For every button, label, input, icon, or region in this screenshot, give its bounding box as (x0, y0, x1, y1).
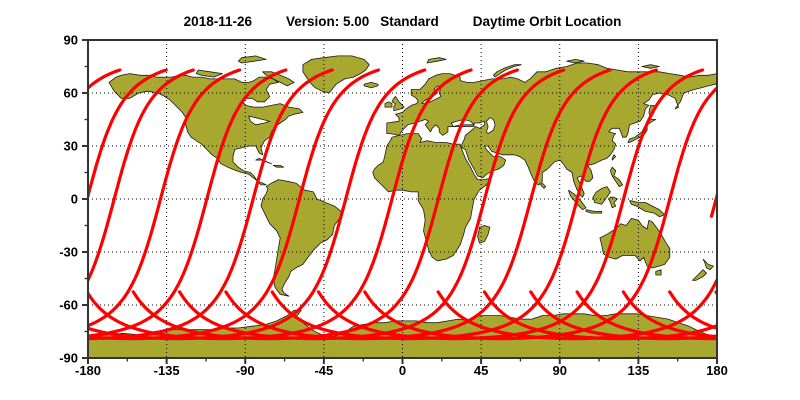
title-daytime-orbit-location: Daytime Orbit Location (472, 14, 622, 29)
land-polygon (608, 196, 618, 209)
land-polygon (255, 157, 272, 165)
axis-labels: -180 -135 -90 -45 0 45 90 135 180 90 60 30 0 -30 -60 -9… (59, 33, 728, 379)
orbit-track (88, 68, 288, 338)
title-version: Version: 5.00 (285, 14, 370, 29)
chart-title: 2018-11-26 Version: 5.00 Standard Daytim… (88, 14, 717, 29)
title-standard: Standard (380, 14, 439, 29)
orbit-track (88, 68, 242, 328)
y-tick-label: 30 (64, 139, 78, 154)
y-tick-label: 0 (71, 192, 78, 207)
land-polygon (610, 166, 623, 188)
land-polygon (492, 64, 522, 78)
x-tick-label: 0 (399, 363, 406, 378)
land-polygon (477, 225, 491, 244)
orbit-track (178, 68, 566, 341)
land-polygon (592, 186, 611, 205)
y-tick-label: -90 (59, 351, 78, 366)
orbit-track (316, 68, 705, 341)
x-tick-label: 135 (628, 363, 650, 378)
orbit-track (224, 68, 612, 341)
land-polygon (88, 309, 717, 358)
land-polygon (237, 55, 267, 64)
land-polygon (540, 182, 547, 189)
orbit-track (88, 68, 195, 284)
orbit-track (363, 85, 717, 341)
orbit-track (88, 68, 168, 202)
y-tick-label: -30 (59, 245, 78, 260)
y-tick-label: 60 (64, 86, 78, 101)
x-tick-label: 45 (474, 363, 488, 378)
orbit-track (709, 189, 717, 218)
x-tick-label: -90 (236, 363, 255, 378)
orbit-track (436, 276, 717, 341)
land-polygon (692, 269, 707, 281)
orbit-track (270, 68, 658, 341)
land-polygon (260, 179, 342, 297)
land-polygon (611, 154, 617, 161)
land-polygon (585, 209, 603, 214)
y-tick-label: 90 (64, 33, 78, 48)
orbit-track (482, 290, 717, 341)
land-polygon (702, 258, 714, 271)
land-polygon (195, 69, 223, 78)
land-polygon (641, 64, 660, 69)
title-date: 2018-11-26 (183, 14, 252, 29)
x-tick-label: -180 (75, 363, 101, 378)
axis-ticks (82, 39, 718, 364)
y-tick-label: -60 (59, 298, 78, 313)
x-tick-label: -45 (314, 363, 333, 378)
orbit-track (88, 68, 473, 341)
land-polygon (391, 96, 405, 112)
orbit-track (88, 68, 334, 341)
land-polygon (272, 164, 285, 168)
land-polygon (655, 269, 662, 276)
x-tick-label: 180 (706, 363, 728, 378)
orbit-track (529, 290, 717, 341)
land-polygon (426, 57, 447, 64)
x-tick-label: -135 (154, 363, 180, 378)
land-polygon (363, 82, 379, 89)
land-polygon (629, 200, 665, 218)
land-polygon (302, 55, 370, 94)
land-polygon (384, 101, 393, 108)
orbit-track (714, 290, 717, 297)
land-polygon (566, 59, 585, 64)
orbit-track (88, 68, 381, 341)
orbit-track (131, 68, 520, 341)
orbit-tracks-layer (88, 68, 717, 341)
land-polygon (108, 73, 304, 186)
lake-polygon (485, 117, 496, 135)
orbit-track (575, 290, 717, 341)
orbit-track (88, 68, 427, 341)
orbit-track (668, 290, 717, 330)
x-tick-label: 90 (553, 363, 567, 378)
lake-polygon (248, 115, 272, 126)
